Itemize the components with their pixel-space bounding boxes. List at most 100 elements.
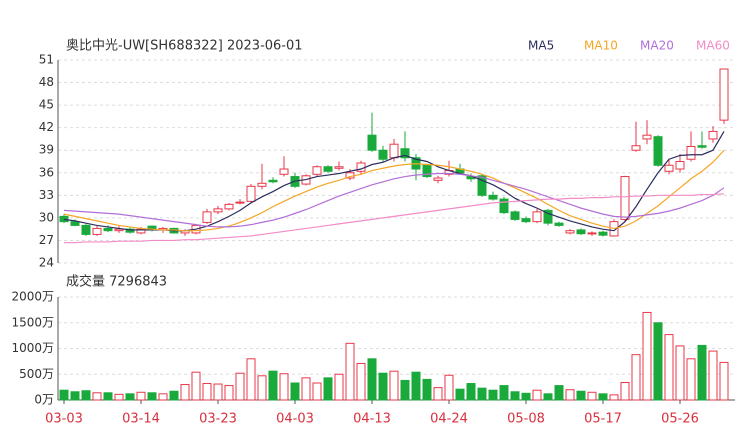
volume-bar (103, 392, 113, 401)
candle-body (81, 224, 91, 235)
volume-bar (411, 371, 421, 401)
legend-label: MA10 (584, 39, 618, 53)
candle-body (224, 203, 234, 210)
volume-bar (444, 374, 454, 401)
y-tick-label: 2000万 (11, 290, 54, 304)
volume-bar (642, 311, 652, 401)
candle-body (125, 228, 135, 233)
candle-body (367, 134, 377, 151)
candle-body (246, 185, 256, 202)
volume-bar (279, 373, 289, 401)
candle-body (565, 230, 575, 234)
volume-bar (81, 390, 91, 401)
y-tick-label: 48 (39, 75, 54, 89)
volume-bar (620, 381, 630, 401)
ma-line (63, 149, 725, 232)
ma-line (64, 193, 725, 244)
candle-body (103, 227, 113, 232)
candle-body (543, 209, 553, 224)
volume-bar (59, 389, 69, 401)
candle-body (312, 166, 322, 175)
chart-title: 奥比中光-UW[SH688322] 2023-06-01 (66, 39, 303, 54)
volume-bar (543, 393, 553, 401)
x-tick-label: 03-03 (45, 412, 83, 427)
volume-bar (125, 393, 135, 401)
volume-bar (147, 392, 157, 401)
volume-bar (169, 390, 179, 401)
volume-bar (92, 392, 102, 401)
volume-bar (235, 372, 245, 401)
volume-bar (554, 385, 564, 401)
x-tick-label: 03-23 (199, 412, 237, 427)
volume-bar (433, 387, 443, 401)
x-tick-label: 05-26 (661, 412, 699, 427)
candle-body (708, 130, 718, 140)
y-tick-label: 36 (39, 165, 54, 179)
y-tick-label: 30 (39, 210, 54, 224)
volume-bar (389, 370, 399, 401)
candle-body (114, 228, 124, 232)
candle-body (59, 215, 69, 223)
volume-bar (521, 392, 531, 401)
x-tick-label: 04-03 (276, 412, 314, 427)
volume-bar (510, 391, 520, 401)
candle-body (554, 222, 564, 226)
candle-body (422, 164, 432, 178)
volume-bar (224, 385, 234, 401)
candle-body (400, 148, 410, 159)
y-tick-label: 0万 (34, 393, 54, 407)
legend-label: MA60 (696, 39, 730, 53)
volume-bar (565, 389, 575, 401)
volume-bar (356, 362, 366, 401)
legend-label: MA20 (640, 39, 674, 53)
candle-body (521, 218, 531, 223)
volume-bar (334, 373, 344, 401)
candle-body (257, 182, 267, 187)
volume-bar (400, 379, 410, 401)
volume-bar (609, 394, 619, 401)
volume-bar (631, 354, 641, 401)
candle-body (631, 145, 641, 151)
volume-bar (422, 378, 432, 401)
volume-bar (367, 358, 377, 401)
volume-bar (532, 389, 542, 401)
y-tick-label: 42 (39, 120, 54, 134)
candle-body (499, 198, 509, 214)
candle-body (389, 143, 399, 159)
volume-bar (708, 350, 718, 401)
x-tick-label: 05-08 (507, 412, 545, 427)
y-tick-label: 1000万 (11, 341, 54, 355)
candle-body (378, 149, 388, 160)
candle-body (136, 228, 146, 234)
y-tick-label: 500万 (19, 367, 54, 381)
volume-bar (158, 393, 168, 401)
candle-body (323, 166, 333, 172)
volume-bar (587, 391, 597, 401)
candle-body (235, 201, 245, 204)
candle-body (213, 208, 223, 213)
y-tick-label: 39 (39, 143, 54, 157)
candle-body (697, 145, 707, 148)
candle-body (598, 231, 608, 236)
volume-bar (488, 389, 498, 401)
candle-body (576, 229, 586, 235)
y-tick-label: 45 (39, 98, 54, 112)
candle-body (653, 136, 663, 166)
volume-bar (312, 382, 322, 401)
volume-bar (290, 382, 300, 401)
volume-bar (477, 387, 487, 401)
volume-bar (598, 393, 608, 401)
candle-body (334, 166, 344, 169)
candle-body (686, 145, 696, 160)
candle-body (675, 161, 685, 170)
y-tick-label: 27 (39, 233, 54, 247)
volume-bar (466, 383, 476, 401)
x-tick-label: 03-14 (122, 412, 160, 427)
volume-bar (114, 393, 124, 401)
volume-bar (697, 344, 707, 401)
volume-bar (455, 388, 465, 401)
candle-body (642, 134, 652, 140)
volume-bar (136, 391, 146, 401)
volume-bar (499, 385, 509, 401)
